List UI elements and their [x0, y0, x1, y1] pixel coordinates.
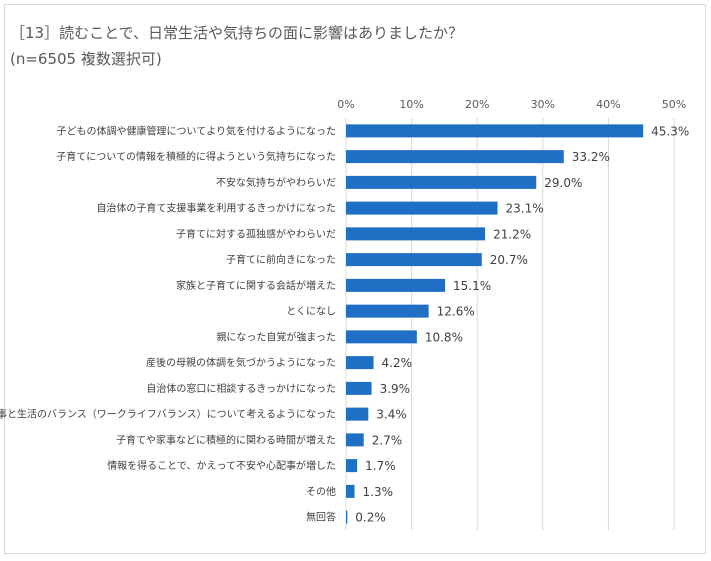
data-label: 21.2%: [493, 227, 531, 241]
data-label: 12.6%: [437, 305, 475, 319]
category-label: 仕事と生活のバランス（ワークライフバランス）について考えるようになった: [0, 408, 336, 421]
category-label: 子育てについての情報を積極的に得ようという気持ちになった: [56, 150, 336, 163]
data-label: 1.3%: [363, 485, 394, 499]
x-tick-label: 10%: [399, 98, 423, 111]
bar: [346, 459, 358, 473]
x-tick-label: 30%: [531, 98, 555, 111]
bar: [346, 227, 486, 241]
category-label: 無回答: [306, 511, 336, 524]
bar: [346, 407, 369, 421]
x-tick-label: 50%: [662, 98, 686, 111]
data-label: 20.7%: [490, 253, 528, 267]
bar: [346, 150, 564, 164]
data-label: 23.1%: [506, 202, 544, 216]
chart-subtitle: (n=6505 複数選択可): [10, 50, 162, 68]
data-label: 0.2%: [355, 511, 386, 525]
bar: [346, 278, 446, 292]
category-label: 子育てに対する孤独感がやわらいだ: [176, 227, 336, 240]
x-tick-label: 20%: [465, 98, 489, 111]
bar: [346, 201, 498, 215]
bar: [346, 124, 644, 138]
data-label: 3.9%: [380, 382, 411, 396]
data-label: 3.4%: [376, 408, 407, 422]
category-label: 自治体の子育て支援事業を利用するきっかけになった: [96, 202, 336, 215]
chart-title: ［13］読むことで、日常生活や気持ちの面に影響はありましたか？: [10, 24, 464, 42]
category-label: 不安な気持ちがやわらいだ: [216, 176, 336, 189]
bar: [346, 304, 429, 318]
data-label: 1.7%: [365, 459, 396, 473]
category-label: 親になった自覚が強まった: [216, 330, 336, 343]
category-label: とくになし: [286, 306, 336, 318]
bar: [346, 381, 372, 395]
category-label: 産後の母親の体調を気づかうようになった: [146, 356, 336, 369]
bar: [346, 356, 374, 370]
category-label: 子どもの体調や健康管理についてより気を付けるようになった: [57, 124, 337, 137]
bar: [346, 175, 537, 189]
bar: [346, 330, 417, 344]
bar: [346, 433, 364, 447]
data-label: 15.1%: [453, 279, 491, 293]
category-label: その他: [306, 485, 336, 498]
data-label: 33.2%: [572, 150, 610, 164]
bar: [346, 510, 348, 524]
category-label: 情報を得ることで、かえって不安や心配事が増した: [107, 459, 336, 472]
bar: [346, 484, 355, 498]
data-label: 29.0%: [544, 176, 582, 190]
data-label: 4.2%: [382, 356, 413, 370]
x-tick-label: 0%: [337, 98, 354, 111]
bar: [346, 253, 482, 267]
category-label: 子育てや家事などに積極的に関わる時間が増えた: [116, 433, 336, 446]
data-label: 2.7%: [372, 433, 403, 447]
data-label: 45.3%: [651, 124, 689, 138]
category-label: 家族と子育てに関する会話が増えた: [176, 279, 336, 292]
category-label: 子育てに前向きになった: [226, 253, 336, 266]
data-label: 10.8%: [425, 330, 463, 344]
x-tick-label: 40%: [596, 98, 620, 111]
category-label: 自治体の窓口に相談するきっかけになった: [146, 382, 336, 395]
